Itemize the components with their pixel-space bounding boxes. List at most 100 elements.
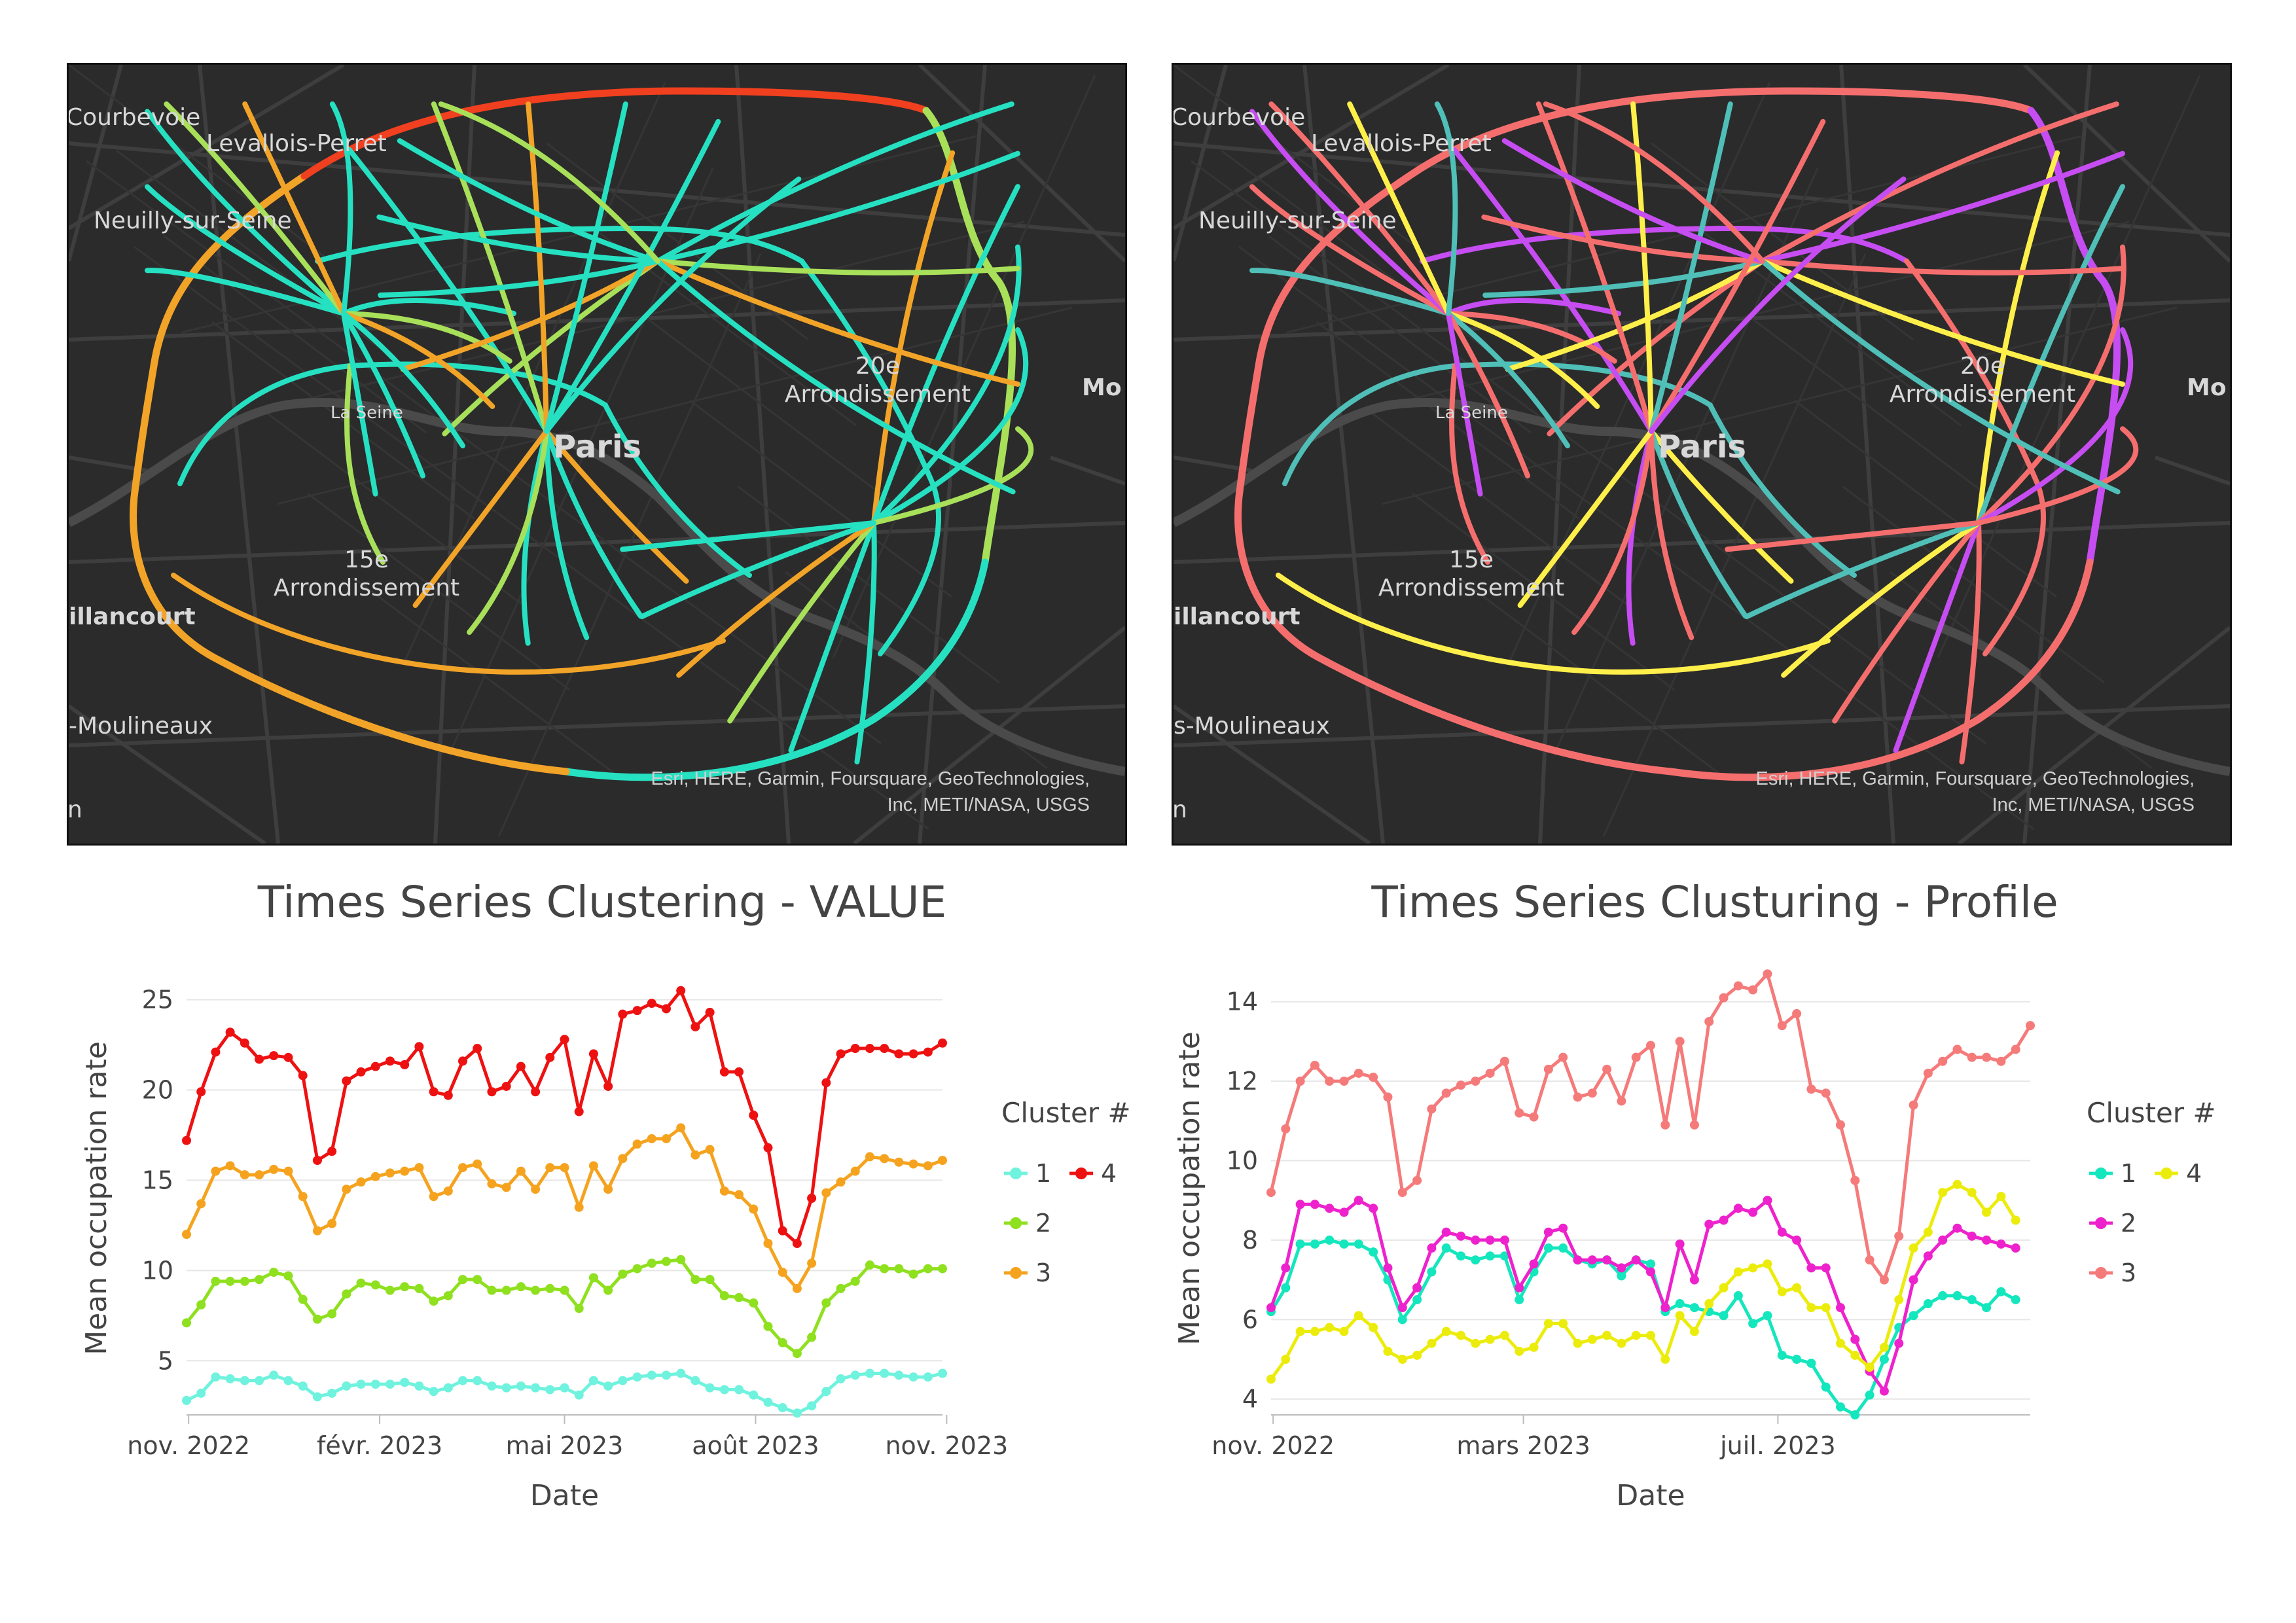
data-point (487, 1381, 497, 1391)
series-3 (1266, 969, 2035, 1285)
data-point (647, 1258, 656, 1268)
data-point (545, 1163, 555, 1173)
data-point (1836, 1402, 1845, 1412)
data-point (836, 1283, 846, 1293)
data-point (1441, 1227, 1451, 1237)
data-point (850, 1276, 860, 1286)
legend-label: 4 (1101, 1159, 1117, 1188)
data-point (356, 1177, 366, 1187)
data-point (1646, 1259, 1655, 1269)
data-point (1295, 1077, 1305, 1086)
data-point (1733, 1204, 1743, 1213)
data-point (1996, 1056, 2006, 1066)
data-point (1397, 1315, 1407, 1325)
data-point (1748, 1319, 1758, 1329)
place-label-arr15: Arrondissement (274, 575, 459, 601)
data-point (443, 1291, 453, 1300)
street (641, 313, 905, 512)
road-segment (341, 311, 378, 497)
data-point (1879, 1275, 1889, 1285)
street (1316, 321, 1579, 520)
data-point (443, 1383, 453, 1393)
data-point (1515, 1108, 1524, 1118)
series-line (1269, 1198, 2017, 1393)
street (1174, 298, 2230, 342)
legend-item-1[interactable]: 1 (1004, 1159, 1051, 1188)
data-point (894, 1264, 904, 1274)
data-point (370, 1280, 380, 1290)
data-point (705, 1275, 715, 1285)
data-point (240, 1038, 249, 1048)
data-point (792, 1408, 802, 1418)
legend-item-3[interactable]: 3 (1004, 1258, 1051, 1287)
data-point (661, 1133, 671, 1143)
place-label-arr20_num: 20e (855, 353, 900, 380)
legend-item-2[interactable]: 2 (1004, 1209, 1051, 1238)
data-point (560, 1383, 569, 1393)
series-1 (1266, 1235, 2020, 1419)
legend-item-4[interactable]: 4 (2155, 1159, 2202, 1188)
data-point (1982, 1052, 1992, 1062)
data-point (1427, 1267, 1437, 1277)
street (1302, 65, 1385, 844)
data-point (1543, 1064, 1553, 1074)
data-point (1748, 1207, 1758, 1217)
road-segment (1626, 429, 1654, 646)
map-profile-clusters: Courbevoie Levallois-Perret Neuilly-sur-Se… (1172, 63, 2232, 846)
road-segment (544, 101, 628, 434)
data-point (1412, 1294, 1422, 1304)
data-point (1952, 1044, 1962, 1054)
street (737, 485, 1000, 684)
road-segment (442, 259, 660, 437)
x-tick-label: août 2023 (692, 1431, 819, 1460)
place-label-levallois: Levallois-Perret (206, 130, 387, 157)
road-segment (1234, 362, 1675, 776)
place-label-moulineaux: s-Moulineaux (1174, 713, 1330, 740)
road-segment (329, 101, 353, 316)
data-point (1412, 1283, 1422, 1293)
data-point (1310, 1200, 1319, 1209)
legend-item-2[interactable]: 2 (2089, 1209, 2136, 1238)
data-point (560, 1163, 569, 1173)
legend-item-3[interactable]: 3 (2089, 1258, 2136, 1287)
data-point (1719, 993, 1729, 1003)
road-segment (1347, 101, 1451, 316)
data-point (269, 1370, 279, 1380)
legend-label: 3 (1035, 1258, 1051, 1287)
data-point (1879, 1386, 1889, 1396)
road-segment (376, 214, 660, 264)
data-point (749, 1390, 759, 1400)
data-point (1281, 1124, 1291, 1133)
legend-swatch-dot (2161, 1168, 2172, 1179)
data-point (1719, 1311, 1729, 1321)
data-point (880, 1264, 889, 1274)
data-point (1660, 1120, 1670, 1130)
data-point (1602, 1064, 1612, 1074)
data-point (473, 1159, 482, 1169)
street-background (1174, 65, 2230, 844)
data-point (342, 1289, 351, 1299)
legend-item-1[interactable]: 1 (2089, 1159, 2136, 1188)
data-point (676, 1123, 686, 1133)
data-point (531, 1185, 541, 1194)
road-segment (1760, 101, 2119, 264)
data-point (719, 1067, 729, 1077)
data-point (531, 1383, 541, 1393)
road-segment (145, 268, 346, 316)
data-point (1499, 1330, 1509, 1340)
data-point (516, 1282, 526, 1292)
data-point (1646, 1041, 1655, 1050)
street (1174, 141, 2230, 237)
road-segment (145, 109, 346, 316)
data-point (1938, 1056, 1948, 1066)
data-point (1354, 1311, 1363, 1321)
y-tick-label: 15 (142, 1166, 173, 1194)
data-point (1617, 1096, 1626, 1106)
data-point (1325, 1204, 1335, 1213)
legend-item-4[interactable]: 4 (1069, 1159, 1117, 1188)
data-point (1266, 1374, 1276, 1384)
y-tick-label: 25 (142, 986, 173, 1014)
data-point (574, 1304, 584, 1313)
data-point (1938, 1188, 1948, 1198)
data-point (1631, 1255, 1641, 1265)
